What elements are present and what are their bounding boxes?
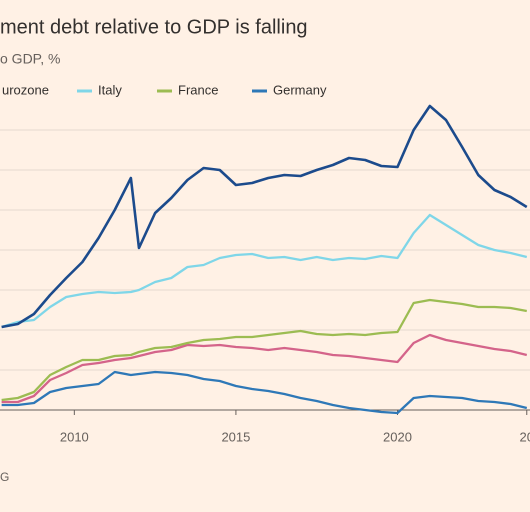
legend-label: Germany: [273, 82, 327, 97]
x-tick-label: 2010: [60, 429, 89, 444]
series-line: [1, 213, 528, 329]
chart-subtitle: o GDP, %: [0, 51, 60, 67]
legend-label: Italy: [98, 82, 122, 97]
x-tick-label: 2015: [221, 429, 250, 444]
legend-label: urozone: [2, 82, 49, 97]
legend-label: France: [178, 82, 218, 97]
series-line: [1, 104, 528, 329]
series-line: [1, 333, 528, 404]
x-tick-label: 20: [520, 429, 530, 444]
chart-title: ment debt relative to GDP is falling: [0, 16, 308, 38]
x-tick-label: 2020: [383, 429, 412, 444]
source: G: [0, 470, 9, 484]
series-line: [1, 298, 527, 402]
series-line: [1, 370, 528, 415]
